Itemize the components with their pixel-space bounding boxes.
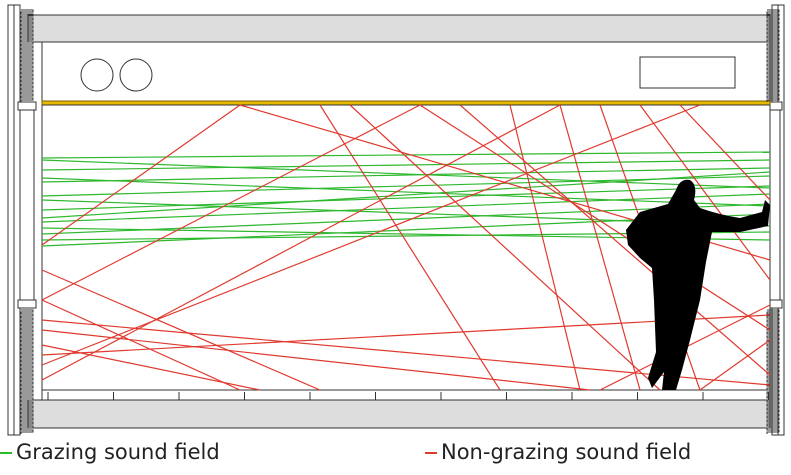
legend-non-grazing: Non-grazing sound field <box>425 440 691 464</box>
room-drawing <box>7 4 785 436</box>
non-grazing-ray <box>349 104 661 391</box>
floor-ticks <box>47 392 769 400</box>
non-grazing-ray <box>41 314 771 356</box>
legend-label: Non-grazing sound field <box>441 440 692 464</box>
non-grazing-ray <box>639 104 771 281</box>
grazing-ray <box>41 151 771 159</box>
non-grazing-ray <box>41 329 591 391</box>
grazing-ray <box>41 159 771 189</box>
non-grazing-ray <box>459 104 771 376</box>
non-grazing-ray <box>41 319 771 386</box>
rays <box>41 104 771 391</box>
non-grazing-ray <box>41 299 241 391</box>
non-grazing-ray <box>319 104 501 391</box>
grazing-ray <box>41 171 771 219</box>
panel <box>766 309 780 434</box>
non-grazing-ray <box>679 104 771 201</box>
legend-label: Grazing sound field <box>16 440 220 464</box>
non-grazing-ray <box>41 104 241 246</box>
grazing-ray <box>41 159 771 171</box>
acoustic-panels <box>20 9 780 434</box>
grazing-ray <box>41 185 771 211</box>
grazing-ray <box>41 203 771 235</box>
non-grazing-ray <box>699 339 771 391</box>
non-grazing-ray <box>419 104 771 331</box>
panel <box>766 9 780 102</box>
non-grazing-ray <box>41 104 421 301</box>
panel <box>20 9 34 102</box>
non-grazing-ray <box>559 104 641 391</box>
grazing-ray <box>41 193 771 223</box>
panel <box>20 309 34 434</box>
person-silhouette <box>626 179 770 390</box>
grazing-ray <box>41 167 771 183</box>
legend-grazing: Grazing sound field <box>0 440 220 464</box>
non-grazing-ray <box>41 269 321 391</box>
non-grazing-ray <box>509 104 581 391</box>
non-grazing-ray <box>41 104 561 381</box>
grazing-ray <box>41 177 771 207</box>
